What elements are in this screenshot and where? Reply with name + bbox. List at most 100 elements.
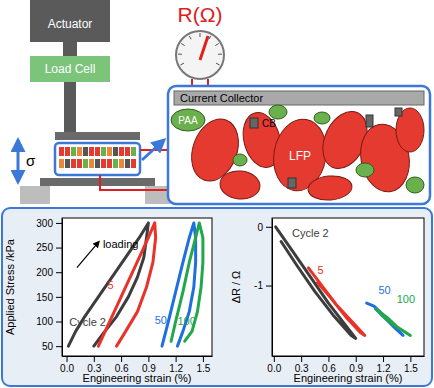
sample-particle	[113, 159, 118, 168]
annotation: loading	[103, 238, 138, 250]
x-tick: 1.5	[404, 356, 418, 374]
cycle-line	[376, 309, 411, 335]
y-tick: 250	[36, 242, 62, 253]
sample-particle	[113, 147, 118, 156]
x-tick-mark	[176, 356, 177, 362]
x-tick-mark	[67, 356, 68, 362]
y-tick-mark	[56, 248, 62, 249]
x-axis-line	[63, 356, 213, 357]
x-tick-mark	[301, 356, 302, 362]
cycle-line	[276, 227, 356, 339]
actuator-label: Actuator	[48, 17, 93, 31]
x-tick-mark	[383, 356, 384, 362]
annotation: 100	[397, 293, 415, 305]
sample-particle	[95, 159, 100, 168]
annotation: Cycle 2	[69, 316, 106, 328]
y-tick: 300	[36, 218, 62, 229]
paa-binder	[406, 177, 424, 193]
x-axis-line	[273, 356, 425, 357]
chart: 0.00.30.60.91.21.50-1Engineering strain …	[230, 218, 425, 384]
x-tick-label: 0.0	[60, 363, 74, 374]
y-tick-label: 300	[36, 218, 53, 229]
sample-particle	[119, 159, 124, 168]
x-tick-mark	[410, 356, 411, 362]
annotation: 50	[378, 284, 390, 296]
y-axis-line	[62, 219, 63, 357]
y-tick-label: 0	[257, 222, 263, 233]
sample-particle	[119, 147, 124, 156]
sample-particle	[101, 147, 106, 156]
cycle-line	[171, 223, 203, 341]
y-tick-label: 50	[42, 341, 54, 352]
x-tick-label: 1.5	[404, 363, 418, 374]
sample-particle	[95, 147, 100, 156]
x-tick: 0.0	[267, 356, 281, 374]
setup-diagram: ActuatorLoad CellσR(Ω)Current CollectorP…	[18, 0, 430, 204]
paa-binder	[314, 112, 330, 124]
stress-label: σ	[26, 152, 36, 169]
bottom-plate	[40, 178, 155, 186]
y-tick: -1	[254, 280, 272, 291]
annotation: 5	[107, 279, 113, 291]
figure: ActuatorLoad CellσR(Ω)Current CollectorP…	[0, 0, 434, 388]
y-tick-label: 250	[36, 242, 53, 253]
cb-particle	[395, 108, 402, 116]
sample-particle	[101, 159, 106, 168]
y-axis-line	[272, 219, 273, 357]
x-tick-mark	[121, 356, 122, 362]
y-tick-label: 150	[36, 292, 53, 303]
annotation-arrow	[77, 242, 99, 268]
sample-particle	[89, 159, 94, 168]
annotation: 50	[155, 314, 167, 326]
y-axis: 50 100 150 200 250 300	[36, 218, 62, 357]
sample-particle	[131, 147, 136, 156]
meter-tick	[200, 33, 201, 37]
y-tick-label: 200	[36, 267, 53, 278]
x-tick-mark	[274, 356, 275, 362]
y-tick: 200	[36, 267, 62, 278]
cb-particle	[288, 178, 296, 188]
y-tick: 150	[36, 292, 62, 303]
sample-particle	[59, 159, 64, 168]
plot-frame	[62, 218, 212, 356]
paa-binder	[356, 163, 374, 177]
x-axis-title: Engineering strain (%)	[294, 372, 403, 384]
y-axis-title: ΔR / Ω	[230, 271, 242, 304]
x-tick: 0.0	[60, 356, 74, 374]
sample-particle	[65, 147, 70, 156]
cycle-line	[98, 223, 155, 346]
y-tick-mark	[56, 272, 62, 273]
sample-particle	[107, 147, 112, 156]
lfp-particle	[219, 169, 261, 200]
x-tick-mark	[203, 356, 204, 362]
support	[20, 186, 50, 204]
x-axis-title: Engineering strain (%)	[83, 372, 192, 384]
top-plate	[55, 132, 140, 140]
stem	[64, 82, 76, 132]
sample-particle	[107, 159, 112, 168]
sample-particle	[131, 159, 136, 168]
cycle-line	[308, 268, 364, 336]
y-tick-mark	[56, 322, 62, 323]
x-tick-mark	[94, 356, 95, 362]
meter-tick	[216, 63, 220, 65]
y-tick: 100	[36, 316, 62, 327]
meter-tick	[209, 36, 211, 39]
current-collector	[174, 91, 424, 105]
lfp-particle	[307, 174, 353, 202]
sample-particle	[77, 147, 82, 156]
plot-marks	[68, 223, 203, 346]
meter-tick	[180, 63, 184, 65]
meter-tick	[189, 36, 191, 39]
x-tick-mark	[328, 356, 329, 362]
annotation: 100	[177, 315, 195, 327]
annotation: 5	[318, 264, 324, 276]
x-tick-label: 1.5	[196, 363, 210, 374]
sample-particle	[59, 147, 64, 156]
meter-dial	[176, 31, 224, 79]
sample-frame	[55, 143, 140, 175]
y-tick: 50	[42, 341, 62, 352]
sample-particle	[65, 159, 70, 168]
y-tick-label: 100	[36, 316, 53, 327]
stress-arrow	[17, 140, 20, 182]
